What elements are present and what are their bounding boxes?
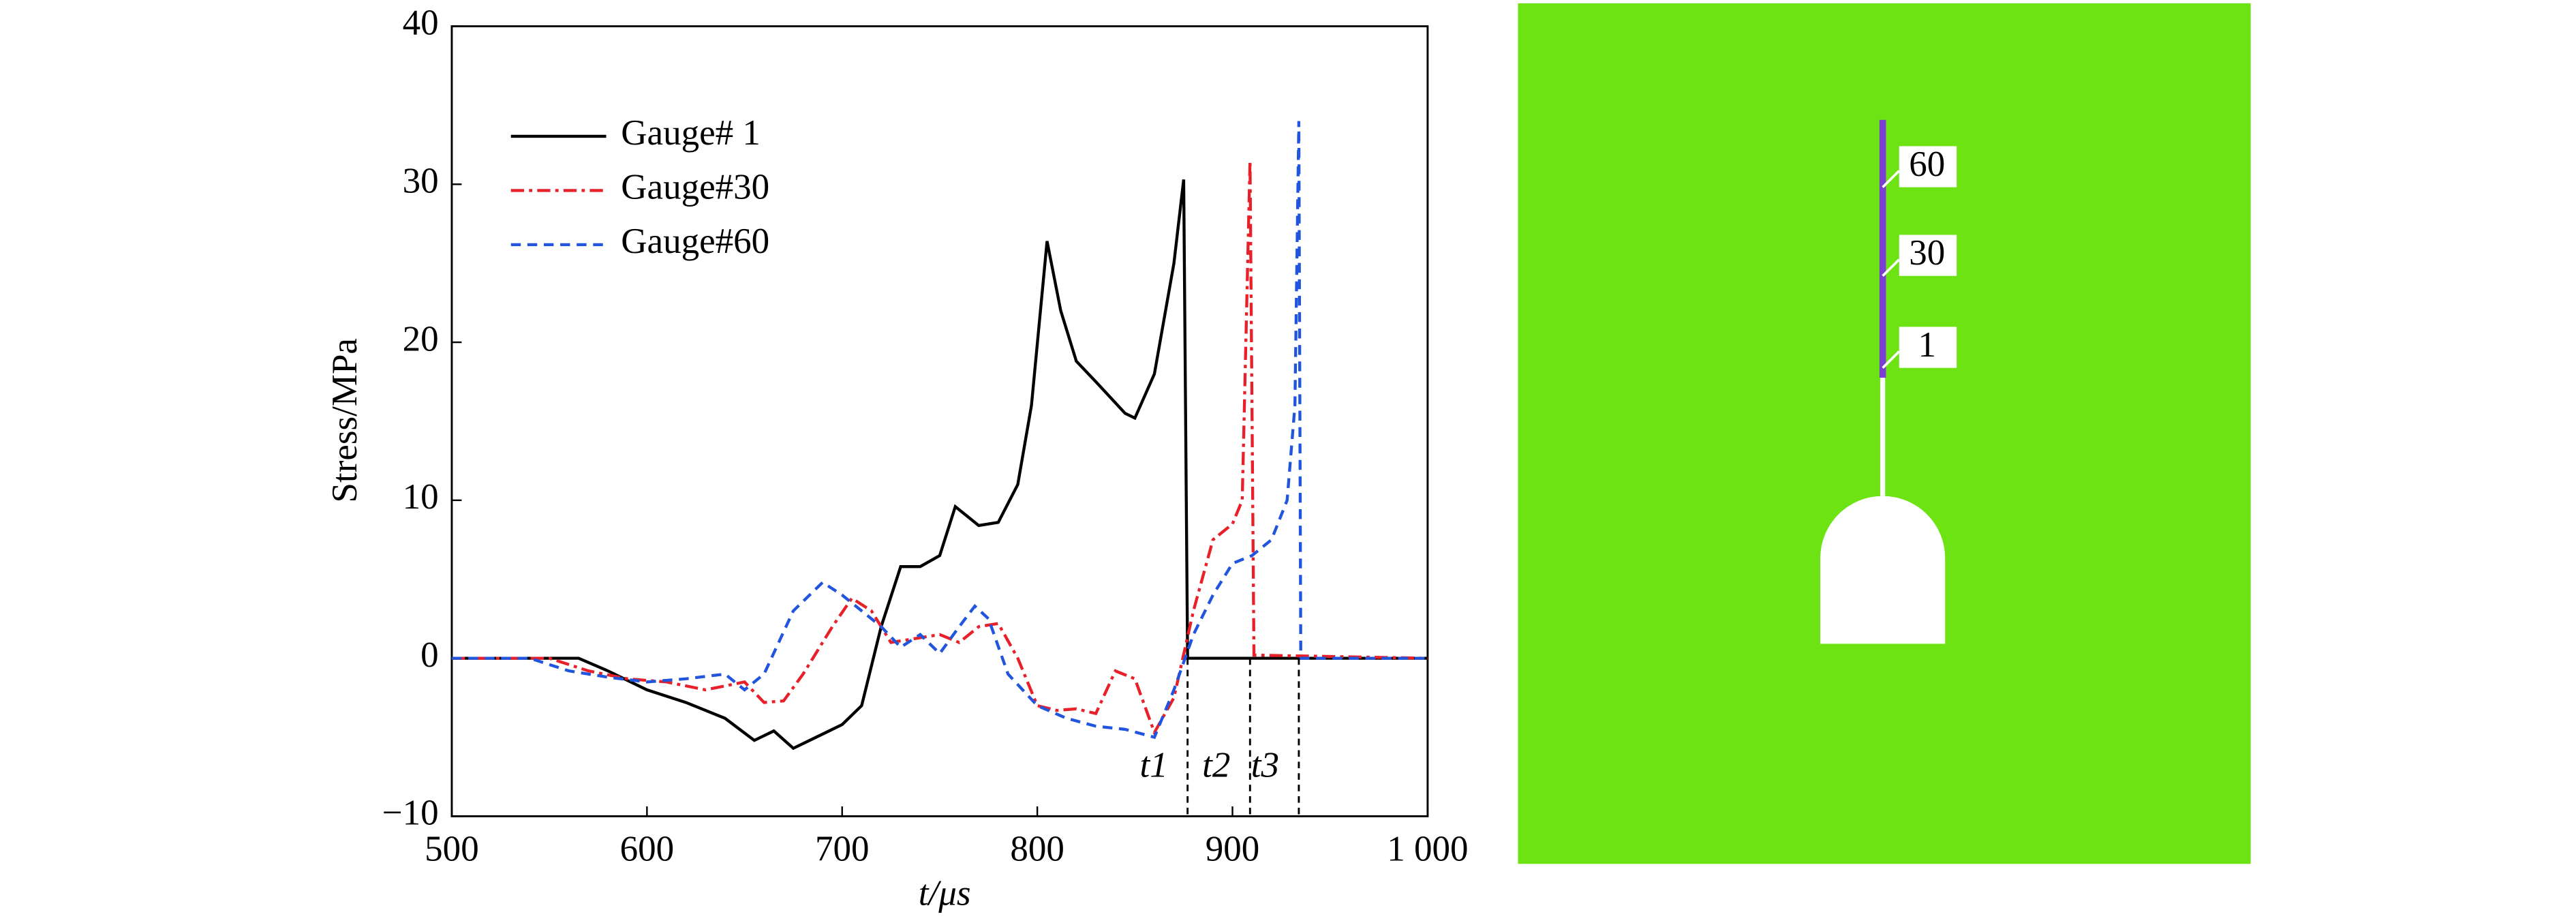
label-box: [1899, 234, 1957, 276]
y-tick-label: 20: [403, 319, 439, 359]
legend-label: Gauge#30: [621, 168, 769, 207]
event-label: t1: [1139, 746, 1167, 785]
x-tick-label: 700: [815, 830, 870, 869]
plot-frame: [450, 25, 1429, 817]
y-tick-label: 40: [403, 3, 439, 43]
tunnel: [1820, 496, 1946, 644]
y-axis-label: Stress/MPa: [325, 338, 365, 502]
connector: [1882, 258, 1901, 277]
label-box: [1899, 327, 1957, 368]
event-label: t3: [1251, 746, 1279, 785]
event-label: t2: [1202, 746, 1230, 785]
connector: [1882, 170, 1901, 188]
y-tick-label: −10: [382, 793, 439, 833]
gauge-label: 30: [1909, 233, 1945, 273]
x-tick-label: 1 000: [1387, 830, 1468, 869]
y-tick-label: 10: [403, 477, 439, 517]
gauge-label: 60: [1909, 145, 1945, 184]
connector: [1882, 350, 1901, 369]
x-tick-label: 600: [620, 830, 675, 869]
x-tick-label: 800: [1010, 830, 1064, 869]
x-tick-label: 500: [425, 830, 479, 869]
series-line: [451, 179, 1428, 751]
gauge-label: 1: [1918, 325, 1937, 365]
series-line: [451, 160, 1428, 736]
simulation-panel: 60 30 1: [1518, 3, 2251, 864]
legend-label: Gauge#60: [621, 222, 769, 261]
legend-label: Gauge# 1: [621, 113, 761, 153]
series-line: [451, 121, 1428, 740]
label-box: [1899, 146, 1957, 187]
y-tick-label: 30: [403, 162, 439, 201]
x-tick-label: 900: [1206, 830, 1260, 869]
x-axis-label: t/μs: [919, 874, 971, 913]
y-tick-label: 0: [420, 635, 439, 675]
